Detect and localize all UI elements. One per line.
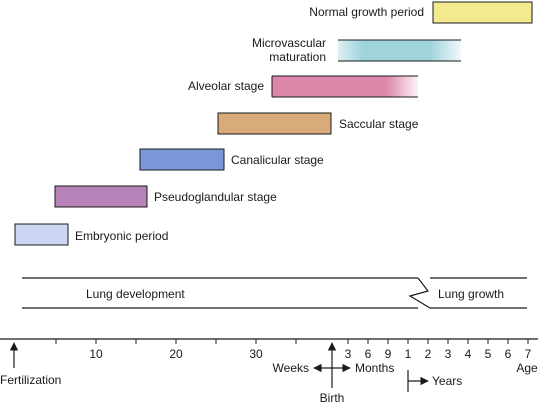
age-axis: 10 20 30 3 6 9 1 2 3 4 5 6 7 Age: [0, 338, 538, 375]
tick-label-weeks-20: 20: [169, 347, 183, 361]
tick-label-years-6: 6: [505, 347, 512, 361]
stage-canalicular: Canalicular stage: [139, 148, 324, 171]
stage-pseudoglandular: Pseudoglandular stage: [54, 185, 277, 208]
lung-band: Lung development Lung growth: [22, 277, 527, 309]
tick-label-weeks-30: 30: [249, 347, 263, 361]
stage-label-microvascular-line1: Microvascular: [252, 36, 326, 50]
tick-label-months-9: 9: [385, 347, 392, 361]
months-label: Months: [355, 361, 394, 375]
tick-label-years-7: 7: [525, 347, 532, 361]
stage-label-microvascular-line2: maturation: [269, 50, 326, 64]
tick-label-years-4: 4: [465, 347, 472, 361]
band-break-zigzag: [408, 277, 431, 309]
stage-normal-growth: Normal growth period: [309, 1, 533, 24]
band-label-lung-growth: Lung growth: [438, 287, 504, 301]
stage-bar-pseudoglandular: [54, 185, 148, 208]
years-marker: Years: [407, 370, 462, 392]
birth-marker: Birth Weeks Months: [273, 342, 394, 405]
tick-label-months-6: 6: [365, 347, 372, 361]
stage-bar-alveolar: [272, 76, 418, 97]
tick-label-years-3: 3: [445, 347, 452, 361]
fertilization-label: Fertilization: [0, 373, 61, 387]
stage-bar-saccular: [217, 112, 332, 135]
stage-label-embryonic: Embryonic period: [75, 229, 168, 243]
stage-saccular: Saccular stage: [217, 112, 419, 135]
stage-label-normal-growth: Normal growth period: [309, 5, 424, 19]
stage-alveolar: Alveolar stage: [188, 75, 418, 98]
stage-embryonic: Embryonic period: [14, 223, 168, 246]
band-label-lung-development: Lung development: [86, 287, 185, 301]
stage-label-alveolar: Alveolar stage: [188, 79, 264, 93]
stage-label-canalicular: Canalicular stage: [231, 153, 324, 167]
axis-label-age: Age: [516, 361, 538, 375]
years-label: Years: [432, 374, 462, 388]
stage-microvascular: Microvascular maturation: [252, 36, 461, 64]
weeks-label: Weeks: [273, 361, 309, 375]
stage-bar-canalicular: [139, 148, 225, 171]
stage-label-pseudoglandular: Pseudoglandular stage: [154, 190, 277, 204]
birth-label: Birth: [320, 391, 345, 405]
fertilization-marker: Fertilization: [0, 342, 61, 387]
stage-bar-microvascular: [338, 40, 461, 61]
tick-label-years-5: 5: [485, 347, 492, 361]
stage-label-saccular: Saccular stage: [339, 117, 419, 131]
tick-label-years-1: 1: [405, 347, 412, 361]
tick-label-weeks-10: 10: [89, 347, 103, 361]
tick-label-years-2: 2: [425, 347, 432, 361]
tick-label-months-3: 3: [345, 347, 352, 361]
stage-bar-normal-growth: [432, 1, 533, 24]
stage-bar-embryonic: [14, 223, 69, 246]
